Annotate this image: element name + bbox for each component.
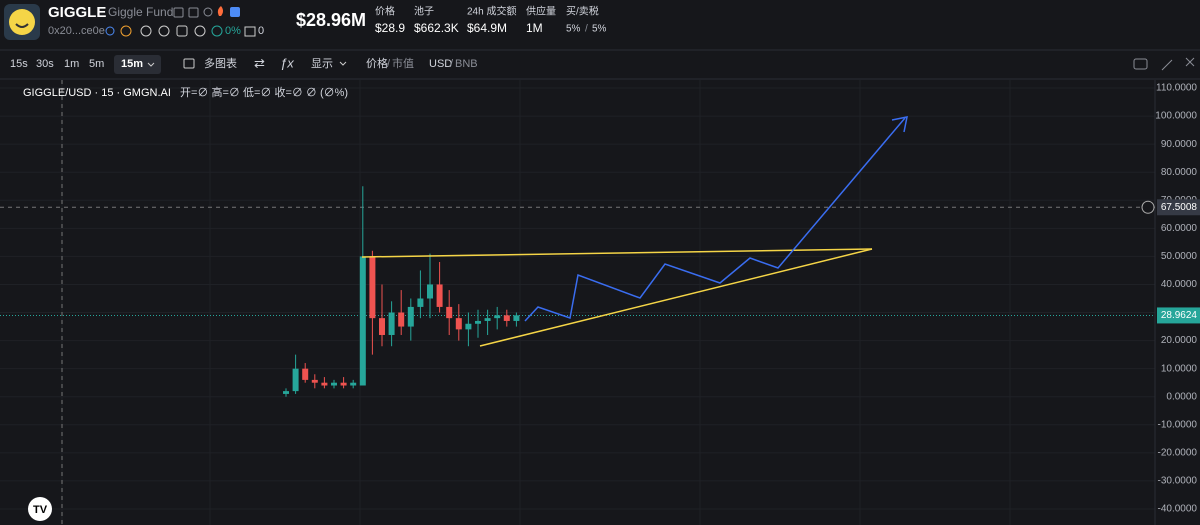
price-toggle[interactable]: 价格 [366,56,388,70]
tv-logo: TV [33,504,48,516]
y-tick-label: 20.0000 [1161,335,1198,346]
candle-body [321,382,328,386]
chevron [147,62,155,67]
stat-label: 价格 [375,5,395,18]
candle-body [302,368,309,380]
y-tick-label: -40.0000 [1158,504,1198,515]
y-tick-label: 90.0000 [1161,139,1198,150]
token-name: Giggle Fund [108,5,173,19]
crosshair-label: 67.5008 [1161,202,1198,213]
interval[interactable]: 30s [36,58,54,70]
logo [9,9,35,35]
multi-icon[interactable] [183,58,195,69]
trend-line [361,248,873,258]
compare-icon[interactable]: ⇄ [254,55,265,70]
address-icons[interactable] [105,25,256,37]
stat-value: $662.3K [414,21,459,35]
header-icons[interactable] [173,6,240,18]
tax-sell: 5% [592,24,607,35]
intervals: 15s 30s 1m 5m 15m [10,58,143,70]
crosshair-label-bg [1157,199,1200,216]
stat-label: 24h 成交额 [467,5,516,18]
slash: / [387,58,391,70]
candle-body [311,379,318,383]
last-price-label-bg [1157,307,1200,324]
tax-sep: / [585,24,588,35]
y-tick-label: 60.0000 [1161,223,1198,234]
bnb-toggle[interactable]: BNB [455,58,478,70]
stat-value: $64.9M [467,21,507,35]
candle-body [407,306,414,327]
candle-body [494,315,501,319]
stat-value: $28.9 [375,21,405,35]
plus-icon [1141,200,1155,214]
stat-label: 池子 [414,5,434,18]
candle-body [446,306,453,319]
arrow-head [891,116,908,133]
stats: 价格 $28.9 池子 $662.3K 24h 成交额 $64.9M 供应量 1M [375,5,556,36]
candle-body [436,284,443,307]
candle-body [388,312,395,335]
token-address[interactable]: 0x20...ce0e [48,25,105,37]
pct: 0% [225,25,241,37]
candle-body [465,323,472,330]
ohlc-legend: 开=∅ 高=∅ 低=∅ 收=∅ ∅ (∅%) [180,85,348,99]
mcap-toggle[interactable]: 市值 [392,56,414,70]
tax-label: 买/卖税 [566,5,599,18]
candle-body [379,318,385,335]
projection-path [524,117,906,322]
candle-body [503,315,510,321]
chart-title: GIGGLE/USD · 15 · GMGN.AI [23,87,171,99]
y-tick-label: 80.0000 [1161,167,1198,178]
slash: / [450,58,454,70]
count: 0 [258,25,264,37]
candle-body [340,382,347,386]
candle-body [350,382,357,386]
logo-smile [15,23,29,28]
candle-body [513,315,520,321]
candle-body [369,256,376,319]
usd-toggle[interactable]: USD [429,58,452,70]
candle-body [484,318,491,321]
y-tick-label: -30.0000 [1158,476,1198,487]
last-price-label: 28.9624 [1161,310,1198,321]
y-tick-label: 10.0000 [1161,363,1198,374]
interval-active-bg [114,55,161,74]
y-tick-label: 0.0000 [1166,391,1197,402]
candle-body [475,320,481,324]
stat-label: 供应量 [526,5,556,18]
interval[interactable]: 15s [10,58,28,70]
stat-value: 1M [526,21,543,35]
token-symbol: GIGGLE [48,4,106,21]
y-tick-label: -20.0000 [1158,448,1198,459]
multi-chart[interactable]: 多图表 [204,56,237,70]
candle-body [455,318,462,330]
chart: 110.0000100.000090.000080.000070.000060.… [0,80,1200,525]
interval[interactable]: 15m [121,58,143,70]
candle-body [417,298,424,307]
candle-body [398,312,405,327]
interval[interactable]: 5m [89,58,104,70]
trend-line [479,248,873,347]
drawings [361,116,908,347]
y-tick-label: 100.0000 [1155,111,1197,122]
candle-body [292,368,299,392]
y-tick-label: 40.0000 [1161,279,1198,290]
fx-icon[interactable]: ƒx [280,55,294,70]
candle-body [427,284,433,299]
display[interactable]: 显示 [311,57,333,70]
candle-body [331,382,337,386]
candle-body [283,391,289,394]
chevron [339,61,347,66]
toolbar-right-icons[interactable] [1133,57,1195,71]
y-tick-label: -10.0000 [1158,419,1198,430]
tv-logo-bg [28,497,52,521]
y-tick-label: 50.0000 [1161,251,1198,262]
tax-buy: 5% [566,24,581,35]
y-tick-label: 110.0000 [1156,83,1197,94]
market-cap: $28.96M [296,10,366,30]
interval[interactable]: 1m [64,58,79,70]
candle-body [359,256,366,386]
